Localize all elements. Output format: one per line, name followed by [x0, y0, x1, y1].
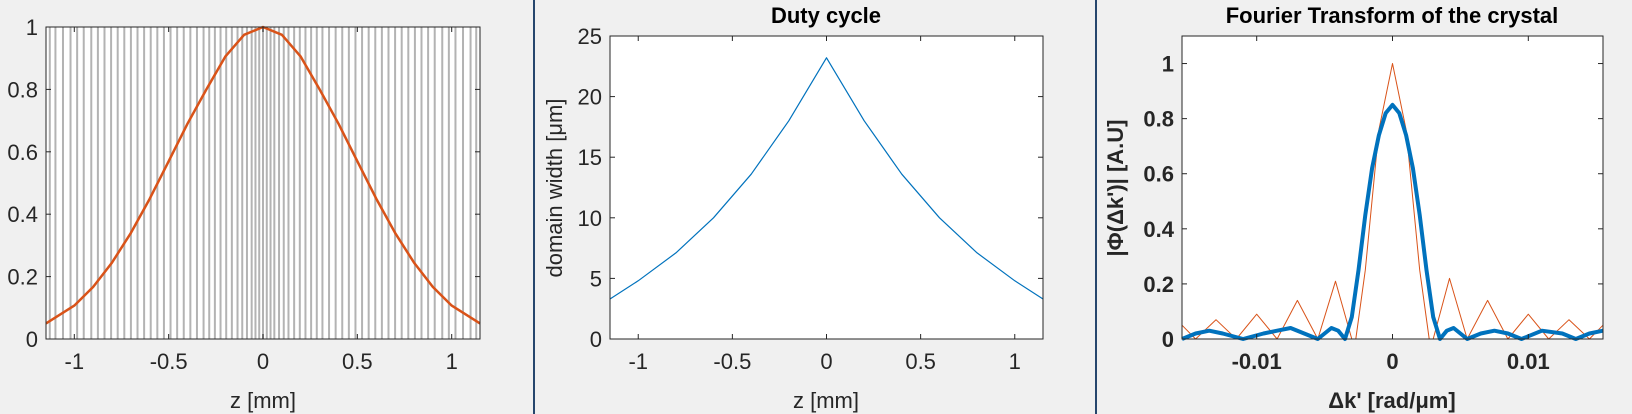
y-tick-label-1: 5 [590, 266, 602, 291]
panel-2-duty-cycle: -1 -0.5 0 0.5 1 0 5 10 15 20 25 Duty cycle z [mm]… [542, 3, 1044, 413]
panel-2-y-ticks: 0 5 10 15 20 25 [578, 24, 1043, 352]
y-tick-label-4: 0.8 [7, 77, 38, 102]
panel-1-gaussian: -1 -0.5 0 0.5 1 0 0.2 0.4 0.6 0.8 1 z [mm] [7, 15, 481, 413]
y-tick-label-5: 1 [1162, 52, 1174, 77]
y-tick-label-2: 10 [578, 206, 602, 231]
panel-3-fourier: -0.01 0 0.01 0 0.2 0.4 0.6 0.8 1 Fourier Transf… [1103, 3, 1604, 413]
x-tick-label-2: 0.01 [1507, 349, 1550, 374]
panel-2-x-ticks: -1 -0.5 0 0.5 1 [628, 36, 1021, 374]
x-tick-label-4: 1 [446, 349, 458, 374]
x-tick-label-1: 0 [1386, 349, 1398, 374]
panel-2-plot-area [610, 36, 1043, 339]
x-tick-label-1: -0.5 [150, 349, 188, 374]
x-tick-label-0: -1 [65, 349, 85, 374]
panel-3-y-ticks: 0 0.2 0.4 0.6 0.8 1 [1143, 52, 1603, 352]
y-tick-label-0: 0 [26, 327, 38, 352]
panel-3-y-axis-label: |Φ(Δk')| [A.U] [1103, 120, 1128, 257]
y-tick-label-3: 0.6 [1143, 162, 1174, 187]
panel-3-x-ticks: -0.01 0 0.01 [1232, 36, 1550, 374]
panel-3-plot-area [1182, 36, 1603, 339]
fourier-curve-thin [1181, 63, 1604, 340]
y-tick-label-2: 0.4 [1143, 217, 1174, 242]
y-tick-label-0: 0 [590, 327, 602, 352]
x-tick-label-0: -0.01 [1232, 349, 1282, 374]
panel-3-x-axis-label: Δk' [rad/μm] [1328, 388, 1455, 413]
y-tick-label-1: 0.2 [7, 265, 38, 290]
x-tick-label-2: 0 [257, 349, 269, 374]
x-tick-label-2: 0 [820, 349, 832, 374]
y-tick-label-2: 0.4 [7, 202, 38, 227]
y-tick-label-5: 1 [26, 15, 38, 40]
y-tick-label-3: 15 [578, 145, 602, 170]
domain-walls [48, 27, 478, 339]
x-tick-label-4: 1 [1009, 349, 1021, 374]
domain-width-curve [609, 57, 1044, 300]
y-tick-label-4: 20 [578, 85, 602, 110]
panel-1-x-ticks: -1 -0.5 0 0.5 1 [65, 27, 458, 374]
y-tick-label-4: 0.8 [1143, 107, 1174, 132]
y-tick-label-0: 0 [1162, 327, 1174, 352]
x-tick-label-0: -1 [628, 349, 648, 374]
panel-1-y-ticks: 0 0.2 0.4 0.6 0.8 1 [7, 15, 480, 352]
panel-2-x-axis-label: z [mm] [793, 388, 859, 413]
panel-2-y-axis-label: domain width [μm] [542, 99, 567, 278]
panel-3-title: Fourier Transform of the crystal [1226, 3, 1559, 28]
panel-2-title: Duty cycle [771, 3, 881, 28]
fourier-curve-thick [1181, 102, 1604, 341]
x-tick-label-1: -0.5 [713, 349, 751, 374]
x-tick-label-3: 0.5 [905, 349, 936, 374]
y-tick-label-1: 0.2 [1143, 272, 1174, 297]
y-tick-label-5: 25 [578, 24, 602, 49]
panel-1-x-axis-label: z [mm] [230, 388, 296, 413]
y-tick-label-3: 0.6 [7, 140, 38, 165]
x-tick-label-3: 0.5 [342, 349, 373, 374]
